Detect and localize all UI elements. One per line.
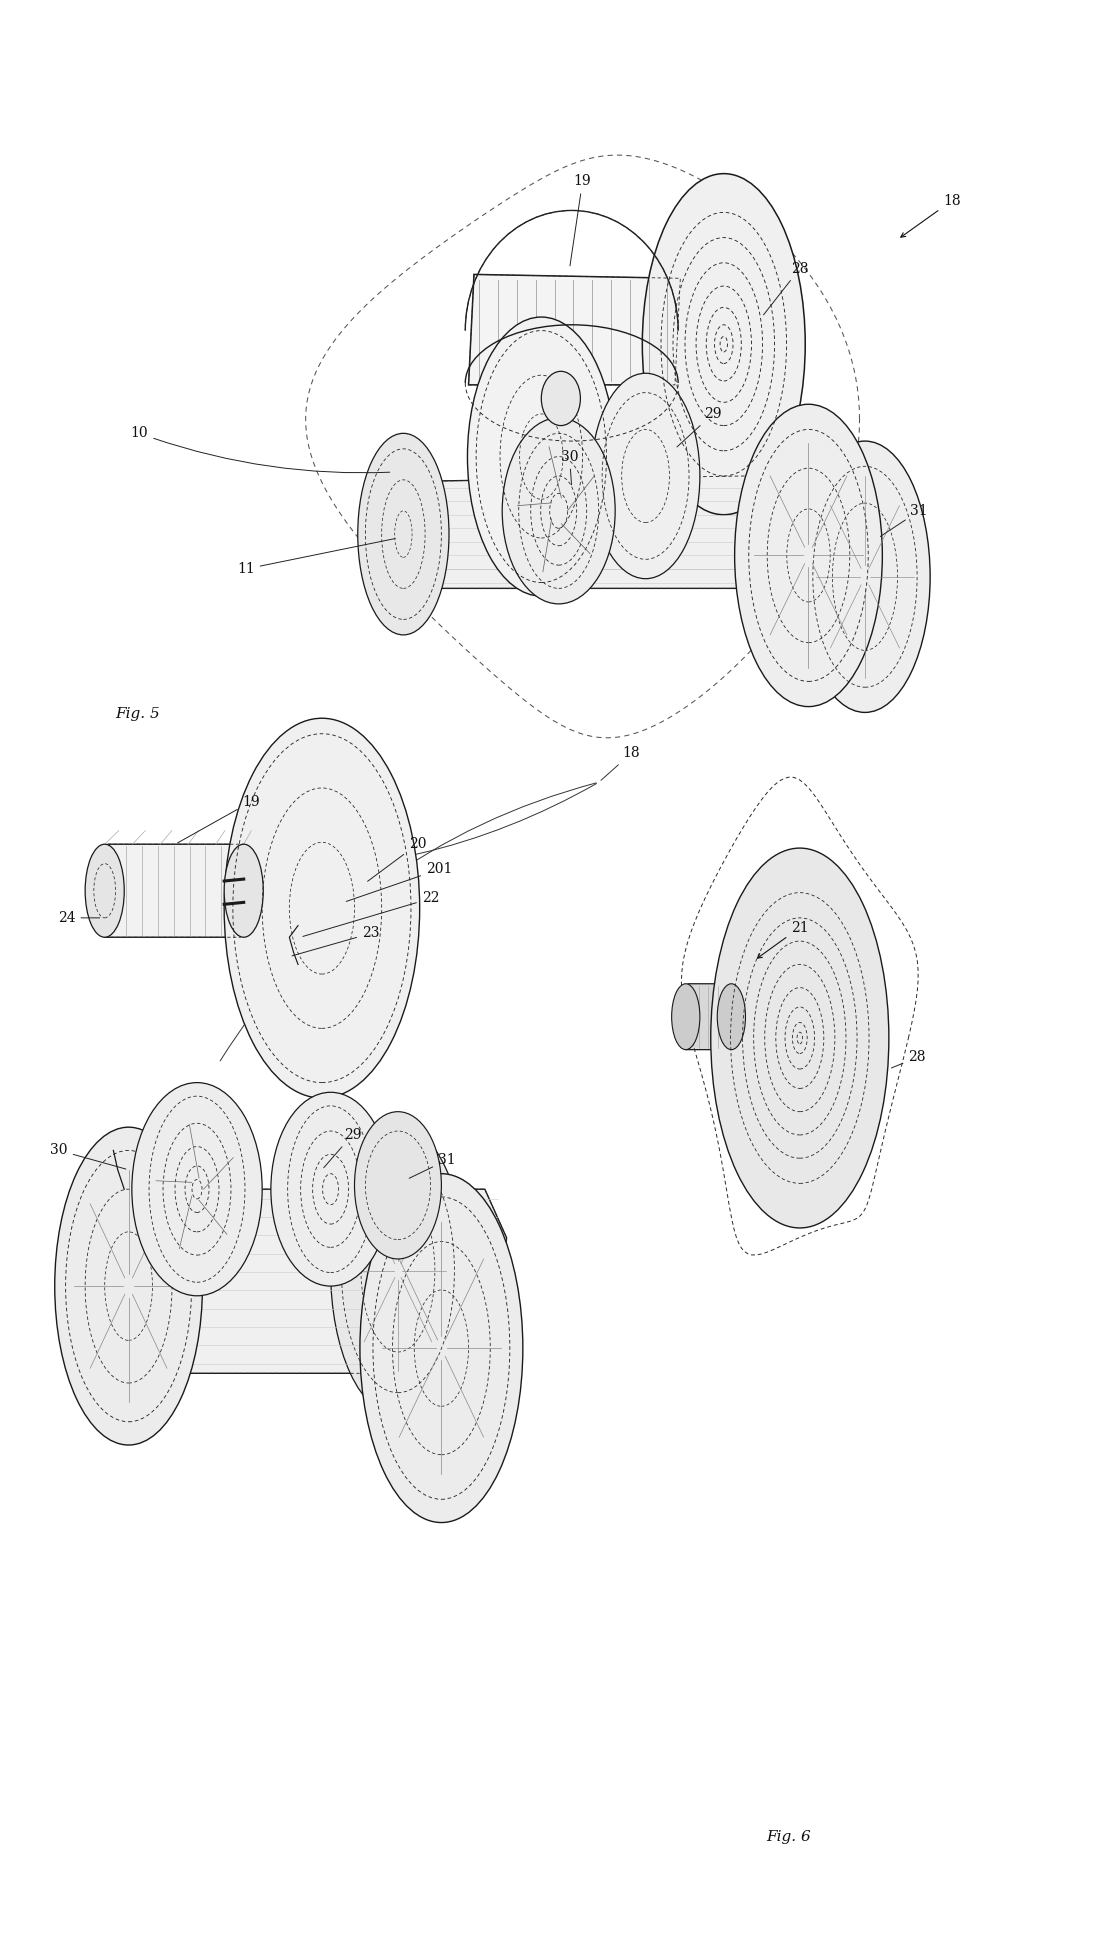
Text: 31: 31 — [880, 504, 928, 537]
Text: 19: 19 — [570, 174, 592, 265]
Ellipse shape — [642, 174, 805, 515]
Text: 18: 18 — [901, 193, 960, 238]
Ellipse shape — [224, 718, 420, 1099]
Text: Fig. 6: Fig. 6 — [767, 1829, 812, 1843]
Text: 28: 28 — [763, 262, 808, 314]
Text: 24: 24 — [58, 912, 100, 925]
Text: 31: 31 — [409, 1154, 455, 1179]
Text: 11: 11 — [236, 539, 395, 576]
Text: 201: 201 — [346, 863, 452, 902]
Text: 18: 18 — [601, 746, 640, 781]
Ellipse shape — [735, 404, 882, 707]
Text: Fig. 5: Fig. 5 — [116, 707, 161, 722]
Text: 29: 29 — [323, 1128, 361, 1167]
Ellipse shape — [271, 1093, 390, 1286]
Ellipse shape — [358, 433, 449, 634]
Ellipse shape — [331, 1124, 465, 1415]
Text: 19: 19 — [178, 794, 260, 843]
Polygon shape — [469, 275, 680, 385]
Ellipse shape — [711, 847, 889, 1228]
Ellipse shape — [800, 441, 931, 712]
Ellipse shape — [55, 1126, 202, 1444]
Polygon shape — [104, 843, 244, 937]
Text: 22: 22 — [302, 892, 439, 937]
Text: 21: 21 — [758, 921, 808, 958]
Ellipse shape — [672, 984, 700, 1050]
Polygon shape — [367, 476, 767, 588]
Ellipse shape — [541, 371, 581, 426]
Polygon shape — [75, 1189, 507, 1374]
Text: 20: 20 — [367, 837, 426, 880]
Text: 10: 10 — [131, 426, 389, 472]
Ellipse shape — [717, 984, 746, 1050]
Polygon shape — [685, 984, 732, 1050]
Ellipse shape — [224, 843, 263, 937]
Ellipse shape — [592, 373, 700, 578]
Ellipse shape — [85, 843, 124, 937]
Ellipse shape — [503, 418, 615, 603]
Ellipse shape — [360, 1173, 522, 1523]
Text: 30: 30 — [561, 449, 579, 484]
Ellipse shape — [468, 316, 615, 595]
Ellipse shape — [354, 1113, 441, 1259]
Text: 30: 30 — [51, 1144, 125, 1169]
Text: 23: 23 — [292, 927, 379, 956]
Ellipse shape — [132, 1083, 262, 1296]
Text: 29: 29 — [676, 406, 722, 447]
Text: 28: 28 — [891, 1050, 926, 1068]
